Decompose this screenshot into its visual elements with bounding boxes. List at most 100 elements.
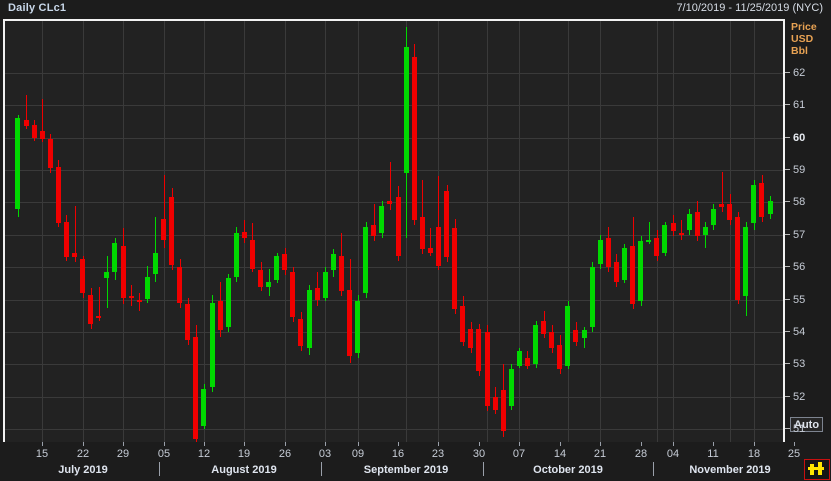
candlestick-body [323,271,328,298]
date-tick-mark [398,442,399,446]
price-tick: 51 [785,423,831,435]
candlestick-body [64,221,69,258]
month-separator [483,462,484,476]
month-label: November 2019 [689,464,771,476]
candlestick-wick [131,284,132,306]
date-tick-label: 30 [472,448,486,460]
price-tick: 59 [785,164,831,176]
price-tick: 61 [785,99,831,111]
date-tick-mark [204,442,205,446]
candlestick-body [687,213,692,230]
candlestick-body [80,259,85,294]
candlestick-wick [155,216,156,282]
candlestick-body [476,328,481,371]
price-tick-label: 54 [793,325,806,338]
date-tick-mark [164,442,165,446]
candlestick-body [266,281,271,287]
candlestick-body [396,197,401,256]
candlestick-wick [26,95,27,130]
date-tick-label: 26 [278,448,292,460]
candlestick-wick [705,221,706,248]
candlestick-body [436,226,441,266]
month-label: July 2019 [58,464,108,476]
candlestick-icon[interactable] [804,459,830,480]
gridline-vertical [487,21,488,442]
candlestick-body [606,237,611,268]
date-tick-mark [754,442,755,446]
date-tick-label: 28 [634,448,648,460]
candlestick-body [679,233,684,236]
candlestick-body [727,203,732,221]
candlestick-wick [244,220,245,243]
candlestick-body [32,124,37,138]
candlestick-body [298,318,303,347]
price-tick-label: 58 [793,196,806,209]
chart-header: Daily CLc1 7/10/2019 - 11/25/2019 (NYC) [0,0,831,18]
candlestick-body [565,305,570,366]
candlestick-body [40,131,45,140]
candlestick-body [533,325,538,365]
price-tick-mark [785,201,790,203]
price-tick-label: 56 [793,261,806,274]
candlestick-body [355,301,360,353]
date-tick-mark [794,442,795,446]
candlestick-body [193,336,198,439]
price-axis[interactable]: Price USD Bbl Auto 62 61 60 59 58 57 56 55 54 53 52 5… [783,19,831,442]
candlestick-icon-crossbar [808,467,824,470]
candlestick-body [112,242,117,272]
candlestick-body [226,278,231,328]
month-separator [321,462,322,476]
gridline-vertical [83,21,84,442]
price-axis-title: Price USD Bbl [791,21,817,57]
price-tick-mark [785,71,790,73]
candlestick-plot[interactable] [5,21,783,442]
gridline-horizontal [5,267,783,268]
candlestick-wick [42,98,43,143]
candlestick-body [48,139,53,169]
candlestick-body [452,228,457,310]
price-tick-mark [785,395,790,397]
date-tick-mark [479,442,480,446]
candlestick-body [768,200,773,214]
date-tick-mark [560,442,561,446]
candlestick-body [412,56,417,221]
price-tick: 60 [785,132,831,144]
candlestick-body [428,247,433,253]
gridline-vertical [730,21,731,442]
gridline-horizontal [5,202,783,203]
date-tick-label: 07 [512,448,526,460]
gridline-vertical [42,21,43,442]
date-axis[interactable]: 15 22 29 05 12 19 26 03 09 16 23 30 07 14 21 28 04 11 18 25… [0,442,831,481]
candlestick-body [590,267,595,328]
price-tick-mark [785,266,790,268]
price-tick-label: 62 [793,66,806,79]
date-tick-label: 04 [666,448,680,460]
auto-scale-button[interactable]: Auto [790,417,824,432]
gridline-horizontal [5,332,783,333]
candlestick-body [169,197,174,266]
candlestick-body [541,320,546,334]
candlestick-body [72,252,77,258]
candlestick-body [201,388,206,426]
price-tick: 54 [785,326,831,338]
candlestick-wick [390,161,391,211]
candlestick-body [145,276,150,300]
gridline-horizontal [5,300,783,301]
candlestick-body [129,296,134,299]
price-tick-label: 52 [793,390,806,403]
candlestick-body [711,208,716,226]
candlestick-wick [649,221,650,245]
candlestick-body [525,357,530,366]
price-tick-label: 53 [793,358,806,371]
candlestick-body [379,205,384,234]
gridline-vertical [285,21,286,442]
price-tick: 58 [785,196,831,208]
candlestick-body [557,344,562,370]
candlestick-body [258,270,263,287]
month-label: October 2019 [533,464,603,476]
candlestick-body [56,166,61,224]
candlestick-body [404,46,409,174]
gridline-horizontal [5,364,783,365]
gridline-vertical [754,21,755,442]
date-tick-mark [673,442,674,446]
